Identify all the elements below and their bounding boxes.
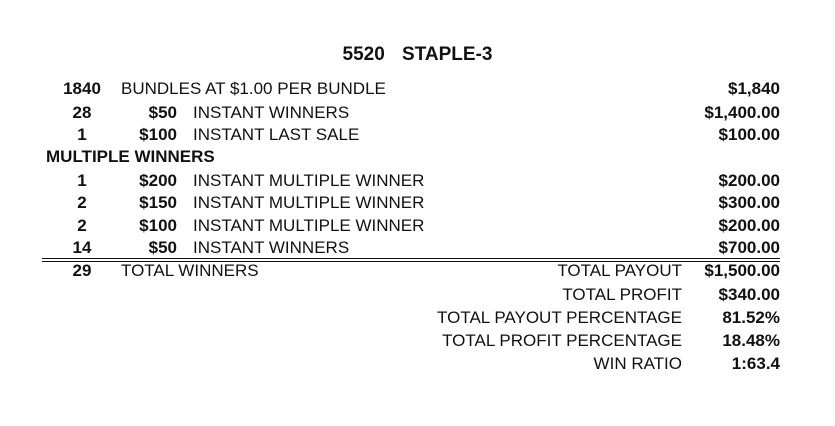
row-qty: 14	[72, 238, 92, 257]
row-desc: INSTANT MULTIPLE WINNER	[193, 171, 425, 190]
summary-value: $1,500.00	[704, 261, 780, 280]
row-desc: INSTANT MULTIPLE WINNER	[193, 193, 425, 212]
row-desc: INSTANT WINNERS	[193, 103, 350, 122]
summary-label: WIN RATIO	[593, 354, 682, 373]
row-price: $50	[148, 103, 177, 122]
row-amount: $700.00	[718, 238, 780, 257]
row-price: $100	[139, 125, 177, 144]
row-price: $200	[139, 171, 177, 190]
row-price: $150	[139, 193, 177, 212]
row-amount: $200.00	[718, 171, 780, 190]
row-desc: INSTANT MULTIPLE WINNER	[193, 216, 425, 235]
row-price: $100	[139, 216, 177, 235]
divider	[42, 261, 780, 262]
summary-value: 81.52%	[722, 308, 780, 327]
total-winners-label: TOTAL WINNERS	[121, 261, 259, 280]
summary-label: TOTAL PAYOUT	[557, 261, 682, 280]
row-amount: $300.00	[718, 193, 780, 212]
section-heading: MULTIPLE WINNERS	[46, 147, 215, 166]
row-amount: $100.00	[718, 125, 780, 144]
row-price: $50	[148, 238, 177, 257]
total-winners-count: 29	[72, 261, 92, 280]
summary-label: TOTAL PROFIT PERCENTAGE	[442, 331, 682, 350]
row-qty: 2	[77, 193, 87, 212]
row-amount: $200.00	[718, 216, 780, 235]
row-amount: $1,400.00	[704, 103, 780, 122]
row-qty: 28	[72, 103, 92, 122]
row-qty: 1	[77, 125, 87, 144]
row-qty: 1	[77, 171, 87, 190]
row-amount: $1,840	[728, 79, 780, 98]
summary-label: TOTAL PAYOUT PERCENTAGE	[437, 308, 682, 327]
page-title: 5520 STAPLE-3	[342, 44, 493, 65]
summary-value: $340.00	[718, 285, 780, 304]
row-desc: INSTANT LAST SALE	[193, 125, 360, 144]
summary-value: 1:63.4	[731, 354, 780, 373]
summary-value: 18.48%	[722, 331, 780, 350]
row-desc: BUNDLES AT $1.00 PER BUNDLE	[121, 79, 386, 98]
summary-label: TOTAL PROFIT	[562, 285, 682, 304]
row-qty: 2	[77, 216, 87, 235]
row-desc: INSTANT WINNERS	[193, 238, 350, 257]
row-qty: 1840	[63, 79, 101, 98]
divider	[42, 258, 780, 259]
